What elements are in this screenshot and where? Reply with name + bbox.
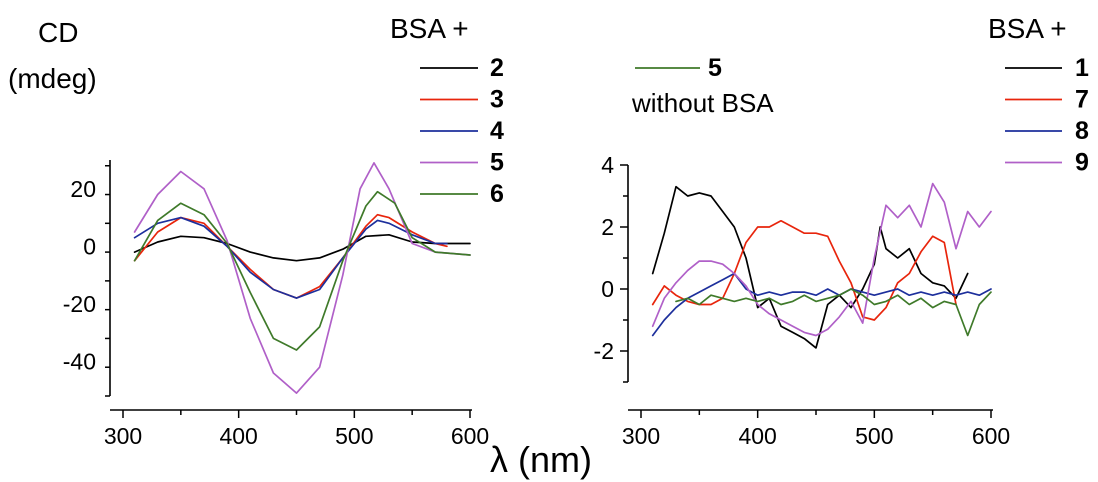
- right-axes: -2 0 2 4 300 400 500 600: [594, 152, 1011, 449]
- x-tick-label: 500: [855, 423, 893, 449]
- y-tick-label: 2: [601, 214, 614, 240]
- x-tick-label: 600: [972, 423, 1010, 449]
- y-axis-label-line2: (mdeg): [8, 63, 97, 94]
- y-axis-label-line1: CD: [38, 17, 78, 48]
- y-tick-label: 4: [601, 152, 614, 178]
- x-tick-label: 400: [219, 423, 257, 449]
- x-tick-label: 600: [451, 423, 489, 449]
- right-legend: BSA + 1 7 8 9: [988, 13, 1089, 177]
- series-3-line: [133, 213, 448, 299]
- legend-label: 9: [1075, 149, 1089, 177]
- right-curves: [651, 182, 992, 349]
- legend-label: 4: [490, 117, 504, 145]
- x-tick-label: 300: [622, 423, 660, 449]
- legend-label: 1: [1075, 54, 1089, 82]
- series-5-line: [675, 288, 992, 337]
- x-tick-label: 300: [104, 423, 142, 449]
- legend-label: 5: [708, 54, 722, 82]
- legend-label: 2: [490, 54, 504, 82]
- without-bsa-legend: 5 without BSA: [631, 54, 774, 118]
- y-tick-label: 0: [83, 233, 96, 259]
- series-7-line: [651, 219, 957, 321]
- y-tick-label: 0: [601, 276, 614, 302]
- legend-note: without BSA: [631, 88, 774, 118]
- right-cd-panel: -2 0 2 4 300 400 500 600 BSA + 1 7 8 9 5 without BSA: [594, 13, 1089, 449]
- series-6-line: [133, 190, 471, 351]
- left-legend: BSA + 2 3 4 5 6: [390, 13, 504, 208]
- series-4-line: [133, 216, 448, 299]
- x-tick-label: 400: [738, 423, 776, 449]
- series-1-line: [651, 185, 969, 349]
- series-8-line: [651, 272, 992, 337]
- y-tick-label: -2: [594, 338, 614, 364]
- y-tick-label: -40: [63, 348, 96, 374]
- y-tick-label: 20: [70, 176, 96, 202]
- legend-label: 5: [490, 149, 504, 177]
- left-axes: -40 -20 0 20 300 400 500 600: [63, 160, 489, 449]
- series-5-line: [133, 162, 471, 394]
- legend-label: 6: [490, 180, 504, 208]
- legend-label: 3: [490, 86, 504, 114]
- x-axis-label: λ (nm): [490, 439, 592, 480]
- legend-label: 7: [1075, 86, 1089, 114]
- legend-title: BSA +: [988, 13, 1067, 44]
- series-2-line: [133, 233, 471, 262]
- series-9-line: [651, 182, 992, 337]
- y-tick-label: -20: [63, 291, 96, 317]
- left-cd-panel: -40 -20 0 20 300 400 500 600 BSA + 2 3 4 5 6: [63, 13, 504, 449]
- x-tick-label: 500: [335, 423, 373, 449]
- legend-label: 8: [1075, 117, 1089, 145]
- left-curves: [133, 162, 471, 394]
- legend-title: BSA +: [390, 13, 469, 44]
